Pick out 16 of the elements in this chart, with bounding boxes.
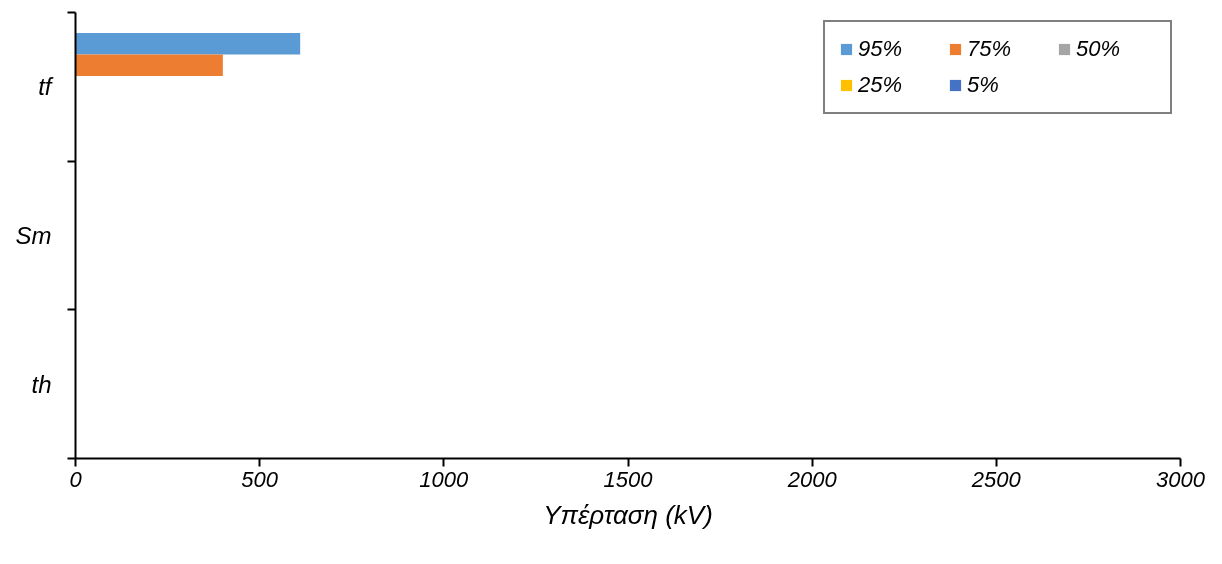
- y-tick-label: th: [31, 370, 52, 398]
- x-tick-label: 2000: [786, 466, 838, 492]
- legend-label: 5%: [967, 72, 1000, 98]
- x-tick-label: 3000: [1156, 466, 1206, 492]
- y-tick-label: tf: [38, 73, 54, 101]
- y-tick-label: Sm: [15, 222, 52, 249]
- legend-label: 95%: [858, 36, 904, 62]
- x-tick-label: 0: [69, 466, 83, 492]
- legend-label: 50%: [1076, 36, 1122, 62]
- x-tick-label: 1000: [419, 466, 470, 492]
- x-tick-label: 1500: [603, 466, 654, 492]
- legend-label: 75%: [967, 36, 1013, 62]
- x-axis-title: Υπέρταση (kV): [543, 499, 713, 530]
- x-tick-label: 2500: [970, 466, 1022, 492]
- legend-label: 25%: [858, 72, 904, 98]
- x-tick-label: 500: [241, 466, 279, 492]
